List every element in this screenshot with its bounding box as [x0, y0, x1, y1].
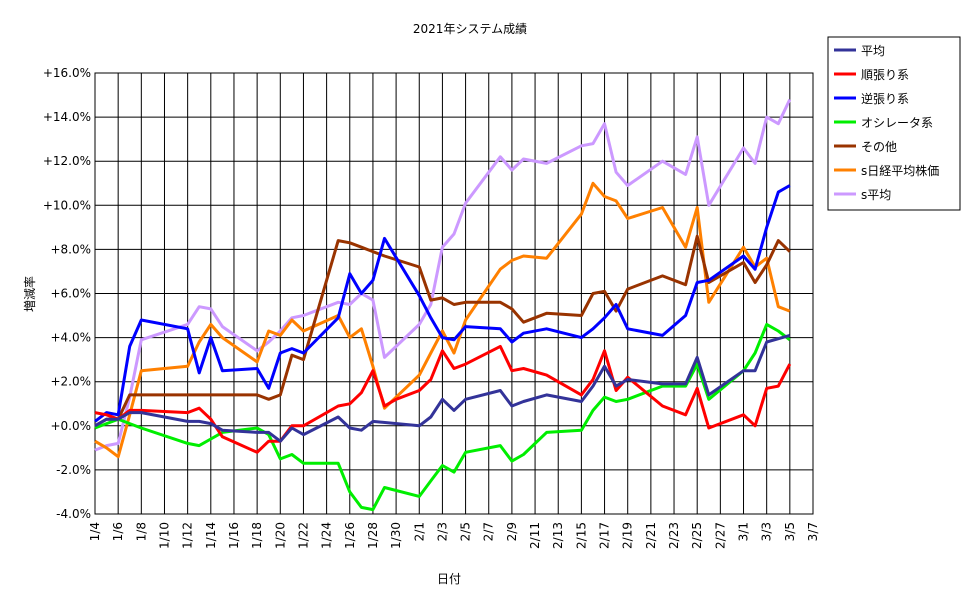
grid	[94, 72, 814, 515]
series-layer	[94, 98, 792, 512]
x-tick-label: 2/13	[551, 522, 565, 549]
x-tick-label: 1/16	[227, 522, 241, 549]
series-line-6	[94, 98, 792, 452]
legend-label: オシレータ系	[861, 116, 933, 130]
y-tick-label: +0.0%	[50, 419, 91, 433]
legend-label: 平均	[861, 44, 885, 58]
x-tick-label: 1/8	[134, 522, 148, 541]
x-tick-label: 1/20	[273, 522, 287, 549]
y-tick-label: +10.0%	[43, 198, 91, 212]
x-tick-label: 2/5	[459, 522, 473, 541]
legend-label: 順張り系	[861, 68, 909, 82]
x-tick-label: 2/1	[412, 522, 426, 541]
x-tick-label: 3/1	[737, 522, 751, 541]
legend-label: s日経平均株価	[861, 163, 939, 178]
chart-title: 2021年システム成績	[413, 22, 527, 36]
series-line-2	[94, 184, 791, 423]
series-line-1	[94, 344, 792, 454]
x-tick-label: 2/25	[690, 522, 704, 549]
legend-label: s平均	[861, 188, 891, 202]
x-tick-label: 1/22	[296, 522, 310, 549]
series-line-5	[94, 181, 791, 459]
y-tick-label: +16.0%	[43, 66, 91, 80]
y-axis-tick-labels: -4.0% -2.0% +0.0% +2.0% +4.0% +6.0% +8.0% +10.0…	[43, 66, 91, 521]
x-tick-label: 2/9	[505, 522, 519, 541]
y-tick-label: +2.0%	[50, 375, 91, 389]
x-tick-label: 3/5	[783, 522, 797, 541]
x-tick-label: 2/19	[621, 522, 635, 549]
x-tick-label: 1/28	[366, 522, 380, 549]
x-tick-label: 2/11	[528, 522, 542, 549]
series-line-0	[94, 333, 791, 443]
series-line-4	[94, 234, 791, 428]
x-tick-label: 3/7	[806, 522, 820, 541]
legend-label: 逆張り系	[861, 91, 909, 106]
x-tick-label: 1/6	[111, 522, 125, 541]
x-tick-label: 1/12	[181, 522, 195, 549]
x-tick-label: 1/24	[320, 522, 334, 549]
y-tick-label: +12.0%	[43, 154, 91, 168]
y-tick-label: +4.0%	[50, 331, 91, 345]
x-tick-label: 2/7	[482, 522, 496, 541]
x-tick-label: 2/23	[667, 522, 681, 549]
y-axis-title: 増減率	[22, 276, 37, 312]
y-tick-label: +14.0%	[43, 110, 91, 124]
y-tick-label: +8.0%	[50, 242, 91, 256]
y-tick-label: +6.0%	[50, 287, 91, 301]
x-tick-label: 1/4	[88, 522, 102, 541]
y-tick-label: -2.0%	[56, 463, 91, 477]
x-axis-title: 日付	[437, 572, 461, 586]
y-tick-label: -4.0%	[56, 507, 91, 521]
x-tick-label: 1/18	[250, 522, 264, 549]
x-tick-label: 1/30	[389, 522, 403, 549]
x-tick-label: 3/3	[760, 522, 774, 541]
x-tick-label: 2/3	[435, 522, 449, 541]
x-axis-tick-labels: 1/4 1/6 1/8 1/10 1/12 1/14 1/16 1/18 1/20 1/22 1/2…	[88, 522, 820, 549]
legend-label: その他	[861, 140, 897, 154]
x-tick-label: 1/26	[343, 522, 357, 549]
x-tick-label: 1/14	[204, 522, 218, 549]
x-tick-label: 2/17	[598, 522, 612, 549]
x-tick-label: 2/27	[713, 522, 727, 549]
x-tick-label: 1/10	[157, 522, 171, 549]
x-tick-label: 2/15	[574, 522, 588, 549]
x-tick-label: 2/21	[644, 522, 658, 549]
